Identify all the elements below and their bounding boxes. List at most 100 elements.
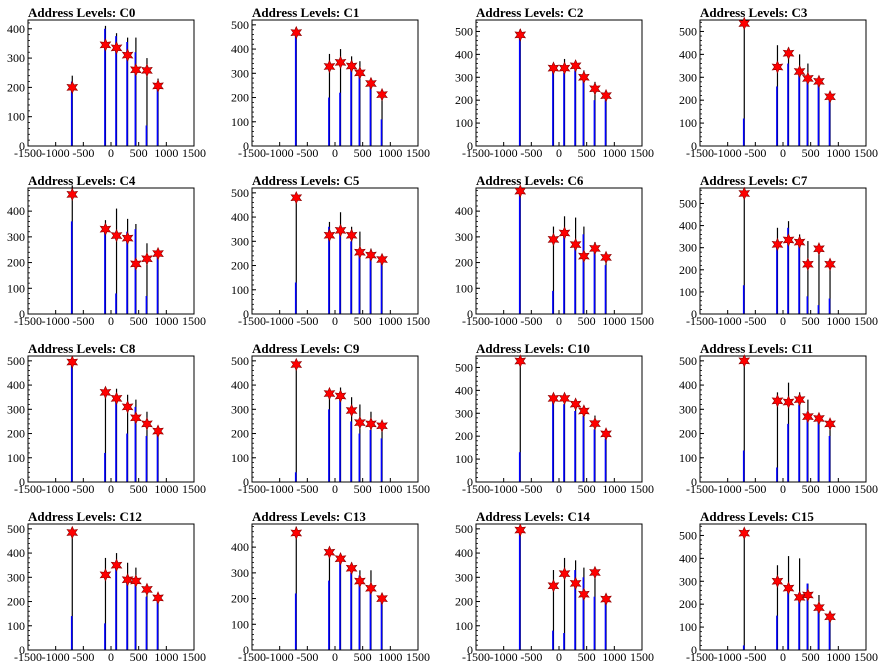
star-marker [793, 64, 806, 79]
star-marker [365, 248, 377, 262]
chart-title: Address Levels: C15 [700, 509, 814, 524]
x-tick-label: 0 [556, 482, 562, 496]
star-marker [589, 81, 601, 96]
star-marker [782, 581, 795, 595]
y-tick-label: 300 [7, 230, 25, 244]
y-tick-label: 300 [455, 406, 473, 420]
plot-frame [27, 19, 195, 147]
x-tick-label: -500 [72, 146, 94, 160]
x-tick-label: -1500 [14, 314, 42, 328]
y-tick-label: 300 [679, 402, 697, 416]
y-tick-label: 200 [7, 256, 25, 270]
star-marker [569, 59, 582, 73]
star-marker [345, 59, 358, 73]
chart-svg: Address Levels: C4 0 100 200 300 400 -1500 -100… [7, 173, 206, 328]
star-marker [141, 582, 153, 597]
x-tick-label: 500 [354, 482, 372, 496]
x-tick-label: -1500 [686, 650, 714, 664]
x-tick-label: 1500 [182, 146, 206, 160]
chart-title: Address Levels: C9 [252, 341, 360, 356]
x-tick-label: -1000 [490, 146, 518, 160]
y-tick-label: 100 [679, 620, 697, 634]
y-tick-label: 0 [691, 643, 697, 657]
x-tick-label: 0 [332, 650, 338, 664]
star-marker [99, 222, 112, 236]
star-marker [782, 233, 795, 247]
x-tick-label: 0 [556, 314, 562, 328]
x-tick-label: 500 [130, 650, 148, 664]
star-marker [578, 249, 590, 263]
y-tick-label: 200 [679, 93, 697, 107]
x-tick-label: -1500 [14, 482, 42, 496]
x-tick-label: 1000 [378, 482, 402, 496]
star-marker [345, 561, 358, 575]
x-tick-label: -500 [520, 146, 542, 160]
x-tick-label: 0 [556, 650, 562, 664]
x-tick-label: 500 [130, 314, 148, 328]
plot-frame [27, 355, 195, 483]
star-marker [589, 565, 601, 580]
y-tick-label: 0 [467, 643, 473, 657]
x-tick-label: -500 [296, 146, 318, 160]
star-marker [354, 415, 366, 430]
y-tick-label: 200 [7, 595, 25, 609]
y-tick-label: 0 [691, 307, 697, 321]
y-tick-label: 300 [231, 66, 249, 80]
chart-title: Address Levels: C10 [476, 341, 590, 356]
y-tick-label: 400 [231, 378, 249, 392]
chart-panel: Address Levels: C7 0 100 200 300 400 500 -1500-… [672, 168, 896, 336]
y-tick-label: 300 [7, 402, 25, 416]
y-tick-label: 0 [691, 139, 697, 153]
star-marker [738, 526, 751, 540]
star-marker [110, 558, 123, 572]
chart-title: Address Levels: C8 [28, 341, 136, 356]
x-tick-label: -500 [72, 650, 94, 664]
chart-panel: Address Levels: C6 0 100 200 300 400 -1500 -100… [448, 168, 672, 336]
star-marker [738, 186, 751, 201]
x-tick-label: 500 [354, 146, 372, 160]
star-marker [323, 386, 336, 401]
star-marker [578, 404, 590, 418]
plot-frame [27, 187, 195, 315]
chart-panel: Address Levels: C12 0 100 200 300 400 500 -1500… [0, 504, 224, 672]
y-tick-label: 300 [7, 570, 25, 584]
chart-title: Address Levels: C11 [700, 341, 813, 356]
y-tick-label: 200 [455, 595, 473, 609]
x-tick-label: -1000 [714, 482, 742, 496]
x-tick-label: 0 [332, 314, 338, 328]
star-marker [813, 411, 825, 426]
chart-title: Address Levels: C0 [28, 5, 135, 20]
star-marker [793, 235, 806, 249]
star-marker [547, 391, 560, 406]
star-marker [771, 394, 784, 408]
star-marker [354, 245, 366, 259]
x-tick-label: 0 [108, 314, 114, 328]
plot-frame [251, 523, 419, 651]
y-tick-label: 500 [679, 196, 697, 210]
chart-svg: Address Levels: C11 0 100 200 300 400 500 -1500… [679, 341, 878, 496]
chart-svg: Address Levels: C30100200300400500-1500-… [679, 5, 878, 160]
y-tick-label: 400 [7, 378, 25, 392]
chart-title: Address Levels: C13 [252, 509, 366, 524]
star-marker [152, 424, 164, 438]
star-marker [290, 526, 303, 540]
star-marker [110, 391, 123, 406]
star-marker [376, 252, 388, 267]
star-marker [771, 574, 784, 589]
chart-panel: Address Levels: C15 0 100 200 300 400 500 -1500… [672, 504, 896, 672]
y-tick-label: 100 [679, 116, 697, 130]
star-marker [66, 355, 79, 369]
x-tick-label: -1500 [462, 146, 490, 160]
x-tick-label: 1000 [154, 314, 178, 328]
star-marker [547, 232, 560, 247]
star-marker [793, 392, 806, 407]
x-tick-label: 500 [354, 650, 372, 664]
star-marker [578, 70, 590, 85]
y-tick-label: 300 [455, 70, 473, 84]
y-tick-label: 100 [455, 116, 473, 130]
star-marker [345, 228, 358, 242]
y-tick-label: 300 [231, 402, 249, 416]
x-tick-label: 1000 [154, 650, 178, 664]
y-tick-label: 400 [679, 47, 697, 61]
x-tick-label: 500 [802, 314, 820, 328]
